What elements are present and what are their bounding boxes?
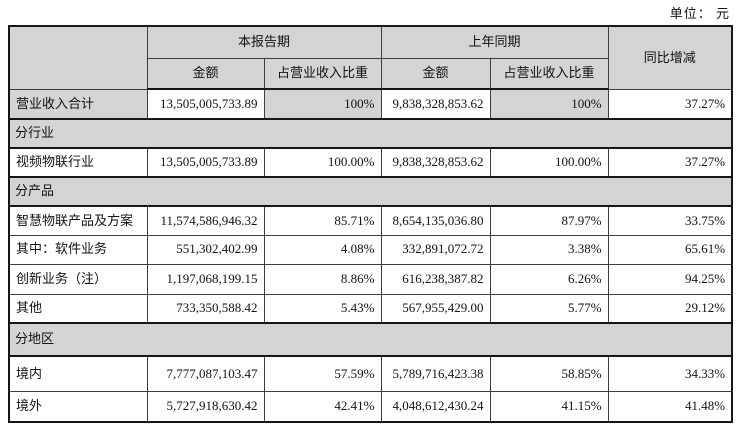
yoy-cell: 29.12% xyxy=(607,293,733,324)
prior-amount-cell: 5,789,716,423.38 xyxy=(380,355,491,392)
yoy-cell: 34.33% xyxy=(607,355,733,392)
current-amount-cell: 7,777,087,103.47 xyxy=(146,355,265,392)
section-label: 分行业 xyxy=(8,118,733,149)
current-amount-cell: 551,302,402.99 xyxy=(146,234,265,265)
row-label: 境外 xyxy=(8,390,148,423)
yoy-cell: 33.75% xyxy=(607,205,733,236)
prior-amount-cell: 616,238,387.82 xyxy=(380,263,491,295)
yoy-cell: 37.27% xyxy=(607,147,733,178)
yoy-cell: 94.25% xyxy=(607,263,733,295)
header-pct-current: 占营业收入比重 xyxy=(263,57,382,90)
header-pct-prior: 占营业收入比重 xyxy=(489,57,609,90)
table-row-smart-iot-products: 智慧物联产品及方案 11,574,586,946.32 85.71% 8,654… xyxy=(8,205,733,236)
section-row-by-product: 分产品 xyxy=(8,176,733,207)
yoy-cell: 37.27% xyxy=(607,88,733,120)
table-row-other: 其他 733,350,588.42 5.43% 567,955,429.00 5… xyxy=(8,293,733,324)
corner-cell xyxy=(8,25,148,90)
header-amount-current: 金额 xyxy=(146,57,265,90)
current-pct-cell: 4.08% xyxy=(263,234,382,265)
table-row-software-business: 其中：软件业务 551,302,402.99 4.08% 332,891,072… xyxy=(8,234,733,265)
row-label: 其他 xyxy=(8,293,148,324)
prior-pct-cell: 87.97% xyxy=(489,205,609,236)
current-amount-cell: 13,505,005,733.89 xyxy=(146,147,265,178)
section-row-by-industry: 分行业 xyxy=(8,118,733,149)
prior-pct-cell: 41.15% xyxy=(489,390,609,423)
section-label: 分地区 xyxy=(8,322,733,357)
current-pct-cell: 42.41% xyxy=(263,390,382,423)
current-pct-cell: 8.86% xyxy=(263,263,382,295)
revenue-breakdown-table: 本报告期 上年同期 同比增减 金额 占营业收入比重 金额 占营业收入比重 营业收… xyxy=(8,25,734,423)
prior-amount-cell: 8,654,135,036.80 xyxy=(380,205,491,236)
header-current-period: 本报告期 xyxy=(146,25,382,59)
prior-pct-cell: 58.85% xyxy=(489,355,609,392)
current-pct-cell: 57.59% xyxy=(263,355,382,392)
header-row-measures: 金额 占营业收入比重 金额 占营业收入比重 xyxy=(9,57,732,90)
prior-pct-cell: 6.26% xyxy=(489,263,609,295)
current-pct-cell: 100% xyxy=(263,88,382,120)
table-row-total-revenue: 营业收入合计 13,505,005,733.89 100% 9,838,328,… xyxy=(8,88,733,120)
unit-label: 单位： 元 xyxy=(669,6,730,21)
header-amount-prior: 金额 xyxy=(380,57,491,90)
table-row-video-iot: 视频物联行业 13,505,005,733.89 100.00% 9,838,3… xyxy=(8,147,733,178)
prior-amount-cell: 9,838,328,853.62 xyxy=(380,147,491,178)
row-label: 其中：软件业务 xyxy=(8,234,148,265)
current-pct-cell: 5.43% xyxy=(263,293,382,324)
prior-pct-cell: 5.77% xyxy=(489,293,609,324)
header-prior-period: 上年同期 xyxy=(380,25,609,59)
current-pct-cell: 100.00% xyxy=(263,147,382,178)
prior-amount-cell: 4,048,612,430.24 xyxy=(380,390,491,423)
prior-amount-cell: 332,891,072.72 xyxy=(380,234,491,265)
prior-pct-cell: 100% xyxy=(489,88,609,120)
prior-pct-cell: 100.00% xyxy=(489,147,609,178)
current-amount-cell: 733,350,588.42 xyxy=(146,293,265,324)
row-label: 营业收入合计 xyxy=(8,88,148,120)
row-label: 智慧物联产品及方案 xyxy=(8,205,148,236)
header-row-periods: 本报告期 上年同期 同比增减 xyxy=(8,25,733,90)
current-amount-cell: 5,727,918,630.42 xyxy=(146,390,265,423)
table-row-innovation-business: 创新业务（注） 1,197,068,199.15 8.86% 616,238,3… xyxy=(8,263,733,295)
current-amount-cell: 11,574,586,946.32 xyxy=(146,205,265,236)
section-row-by-region: 分地区 xyxy=(8,322,733,357)
yoy-cell: 41.48% xyxy=(607,390,733,423)
table-row-domestic: 境内 7,777,087,103.47 57.59% 5,789,716,423… xyxy=(8,355,733,392)
row-label: 境内 xyxy=(8,355,148,392)
row-label: 创新业务（注） xyxy=(8,263,148,295)
current-pct-cell: 85.71% xyxy=(263,205,382,236)
row-label: 视频物联行业 xyxy=(8,147,148,178)
current-amount-cell: 1,197,068,199.15 xyxy=(146,263,265,295)
prior-amount-cell: 9,838,328,853.62 xyxy=(380,88,491,120)
table-row-overseas: 境外 5,727,918,630.42 42.41% 4,048,612,430… xyxy=(8,390,733,423)
prior-amount-cell: 567,955,429.00 xyxy=(380,293,491,324)
header-yoy-change: 同比增减 xyxy=(607,25,733,90)
current-amount-cell: 13,505,005,733.89 xyxy=(146,88,265,120)
prior-pct-cell: 3.38% xyxy=(489,234,609,265)
yoy-cell: 65.61% xyxy=(607,234,733,265)
section-label: 分产品 xyxy=(8,176,733,207)
